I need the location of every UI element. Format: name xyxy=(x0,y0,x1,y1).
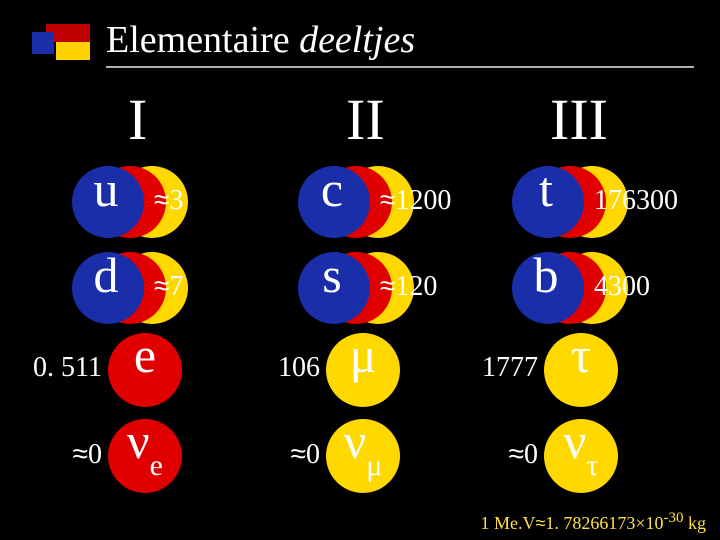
quark-mass: ≈1200 xyxy=(380,184,451,217)
quark-b: b 4300 xyxy=(510,248,720,328)
gen-1: I xyxy=(128,86,147,153)
quark-row-up: u ≈3 c ≈1200 t 176300 xyxy=(0,158,720,244)
title-bullet xyxy=(18,24,92,62)
quark-letter: c xyxy=(290,160,374,218)
bullet-yellow xyxy=(56,42,90,60)
quark-letter: s xyxy=(290,246,374,304)
title-underline xyxy=(106,66,694,68)
quark-u: u ≈3 xyxy=(70,162,300,242)
quark-letter: t xyxy=(504,160,588,218)
lepton-letter: ντ xyxy=(544,412,618,477)
quark-mass: 176300 xyxy=(594,184,678,217)
lepton-letter: μ xyxy=(326,326,400,384)
quark-mass: ≈7 xyxy=(154,270,183,303)
particle-grid: u ≈3 c ≈1200 t 176300 xyxy=(0,158,720,502)
lepton-letter: νμ xyxy=(326,412,400,477)
gen-3: III xyxy=(550,86,608,153)
title-word-1: Elementaire xyxy=(106,19,290,61)
page-title: Elementaire deeltjes xyxy=(106,18,415,62)
quark-letter: d xyxy=(64,246,148,304)
quark-mass: ≈3 xyxy=(154,184,183,217)
quark-mass: 4300 xyxy=(594,270,650,303)
lepton-mass: 1777 xyxy=(0,352,538,384)
lepton-row-neutrinos: ≈0 νe ≈0 νμ ≈0 ντ xyxy=(0,416,720,502)
lepton-letter: e xyxy=(108,326,182,384)
lepton-row-charged: 0. 511 e 106 μ 1777 τ xyxy=(0,330,720,416)
quark-c: c ≈1200 xyxy=(296,162,526,242)
lepton-letter: νe xyxy=(108,412,182,477)
title-bar: Elementaire deeltjes xyxy=(0,22,720,68)
quark-s: s ≈120 xyxy=(296,248,526,328)
quark-letter: u xyxy=(64,160,148,218)
quark-letter: b xyxy=(504,246,588,304)
bullet-blue xyxy=(32,32,54,54)
quark-row-down: d ≈7 s ≈120 b 4300 xyxy=(0,244,720,330)
quark-mass: ≈120 xyxy=(380,270,437,303)
title-word-2: deeltjes xyxy=(299,19,415,61)
lepton-letter: τ xyxy=(544,326,618,384)
quark-t: t 176300 xyxy=(510,162,720,242)
footer-note: 1 Me.V≈1. 78266173×10-30 kg xyxy=(480,510,706,534)
gen-2: II xyxy=(346,86,385,153)
quark-d: d ≈7 xyxy=(70,248,300,328)
lepton-mass: ≈0 xyxy=(0,438,538,471)
